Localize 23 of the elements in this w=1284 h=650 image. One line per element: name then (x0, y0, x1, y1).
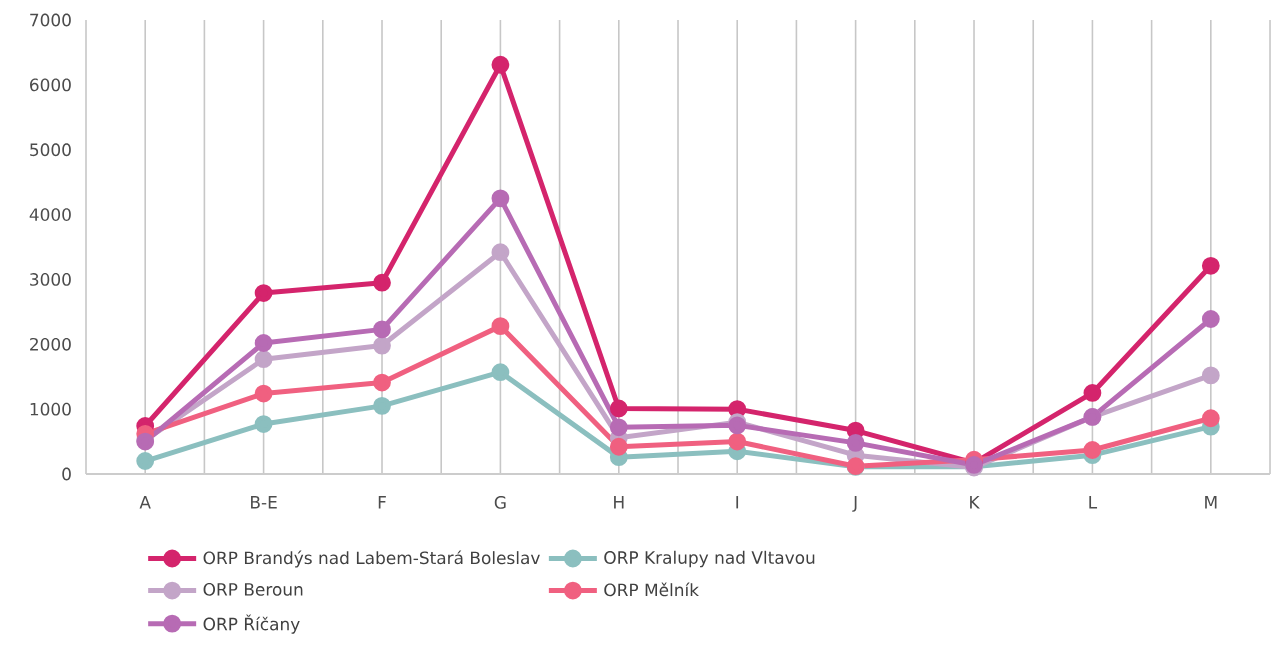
y-tick-label: 0 (62, 467, 71, 481)
y-tick-label: 6000 (30, 78, 71, 92)
y-tick-label: 4000 (29, 208, 71, 221)
legend-label: ORP Říčany (203, 614, 300, 634)
x-tick-label: M (1205, 496, 1217, 509)
x-tick-label: I (736, 496, 739, 509)
legend-label: ORP Brandýs nad Labem-Stará Boleslav (203, 550, 540, 568)
y-tick-label: 7000 (30, 13, 71, 27)
x-tick-label: L (1089, 496, 1098, 509)
legend-label: ORP Mělník (604, 582, 699, 597)
x-tick-label: F (378, 496, 386, 509)
x-tick-label: B-E (251, 496, 277, 509)
x-tick-label: J (852, 496, 857, 512)
y-tick-label: 1000 (30, 402, 71, 416)
x-tick-label: H (614, 496, 624, 509)
legend-label: ORP Beroun (203, 583, 303, 596)
x-tick-label: A (139, 496, 151, 509)
x-tick-label: K (970, 496, 980, 509)
x-tick-label: G (494, 496, 506, 509)
legend-label: ORP Kralupy nad Vltavou (604, 550, 815, 568)
y-tick-label: 5000 (30, 143, 71, 157)
y-tick-label: 2000 (30, 337, 71, 351)
y-tick-label: 3000 (30, 273, 71, 286)
